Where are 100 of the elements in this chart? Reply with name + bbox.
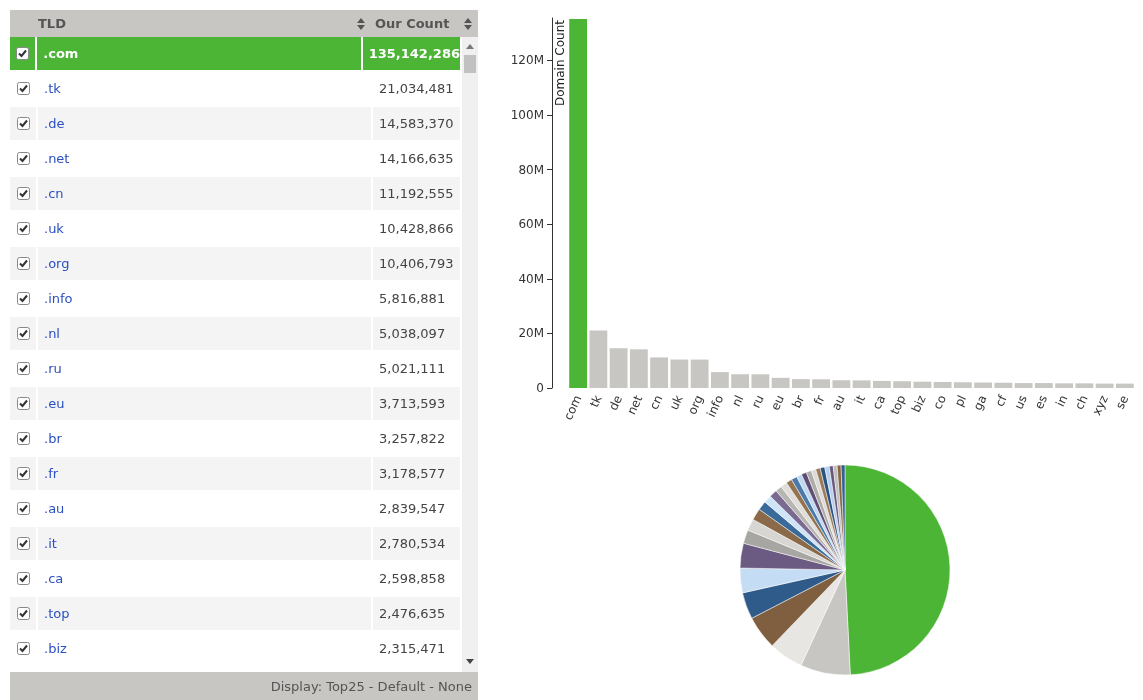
x-tick-label: biz bbox=[908, 393, 929, 415]
text: 5,038,097 bbox=[379, 326, 446, 341]
x-tick-label: cn bbox=[646, 393, 666, 412]
text: 2,476,635 bbox=[379, 606, 446, 621]
x-tick-label: nl bbox=[729, 393, 747, 409]
x-tick-label: co bbox=[930, 393, 949, 412]
x-tick-label: tk bbox=[587, 392, 605, 410]
x-tick-label: ru bbox=[748, 393, 767, 411]
bar bbox=[751, 374, 770, 388]
y-tick-label: 100M bbox=[510, 107, 544, 122]
category-label: .nl bbox=[36, 317, 373, 350]
text: Our Count bbox=[374, 16, 450, 31]
x-tick-label: se bbox=[1112, 393, 1132, 412]
bar bbox=[731, 374, 750, 388]
bar bbox=[589, 330, 608, 388]
bar bbox=[933, 381, 952, 388]
x-tick-label: es bbox=[1031, 393, 1051, 412]
x-tick-label: top bbox=[887, 393, 909, 417]
bar bbox=[953, 382, 972, 388]
y-tick-label: 80M bbox=[518, 162, 544, 177]
x-tick-label: info bbox=[704, 393, 727, 420]
category-label: .top bbox=[36, 597, 373, 630]
text: 2,315,471 bbox=[379, 641, 446, 656]
text: 5,021,111 bbox=[379, 361, 446, 376]
bar bbox=[1075, 383, 1094, 388]
x-tick-label: it bbox=[851, 392, 869, 407]
category-label: .com bbox=[35, 37, 363, 70]
text: 10,428,866 bbox=[379, 221, 454, 236]
text: 21,034,481 bbox=[379, 81, 454, 96]
text: 3,713,593 bbox=[379, 396, 446, 411]
x-tick-label: uk bbox=[666, 392, 686, 413]
text: 10,406,793 bbox=[379, 256, 454, 271]
text: 14,583,370 bbox=[379, 116, 454, 131]
text: 5,816,881 bbox=[379, 291, 446, 306]
bar bbox=[893, 381, 912, 388]
bar bbox=[812, 379, 831, 388]
bar bbox=[1014, 383, 1033, 388]
x-tick-label: ga bbox=[970, 393, 990, 413]
bar bbox=[771, 377, 790, 388]
category-label: .fr bbox=[36, 457, 373, 490]
text: 3,178,577 bbox=[379, 466, 446, 481]
bar bbox=[569, 18, 588, 388]
x-tick-label: xyz bbox=[1089, 393, 1111, 418]
y-tick-label: 120M bbox=[510, 53, 544, 68]
x-tick-label: us bbox=[1011, 393, 1030, 412]
text: 14,166,635 bbox=[379, 151, 454, 166]
bar bbox=[1115, 383, 1134, 388]
bar bbox=[872, 380, 891, 388]
text: 2,839,547 bbox=[379, 501, 446, 516]
text: 135,142,286 bbox=[368, 46, 460, 61]
x-tick-label: cf bbox=[992, 392, 1011, 409]
bar bbox=[1095, 383, 1114, 388]
x-tick-label: in bbox=[1053, 393, 1071, 409]
category-label: .cn bbox=[36, 177, 373, 210]
text: 11,192,555 bbox=[379, 186, 454, 201]
bar bbox=[852, 380, 871, 388]
x-tick-label: net bbox=[624, 392, 646, 417]
text: Display: Top25 - Default - None bbox=[270, 678, 472, 694]
text: 3,257,822 bbox=[379, 431, 446, 446]
x-tick-label: org bbox=[684, 393, 706, 417]
category-label: .biz bbox=[36, 632, 373, 665]
x-tick-label: eu bbox=[767, 393, 787, 413]
y-tick-label: 20M bbox=[518, 326, 544, 341]
y-tick-label: 40M bbox=[518, 271, 544, 286]
category-label: .br bbox=[36, 422, 373, 455]
x-tick-label: ch bbox=[1072, 393, 1091, 412]
x-tick-label: com bbox=[560, 393, 585, 423]
x-tick-label: pl bbox=[951, 393, 970, 409]
text: 2,598,858 bbox=[379, 571, 446, 586]
x-tick-label: ca bbox=[869, 393, 889, 412]
bar bbox=[974, 382, 993, 388]
y-tick-label: 0 bbox=[536, 381, 544, 395]
bar bbox=[994, 382, 1013, 388]
text: 2,780,534 bbox=[379, 536, 446, 551]
bar bbox=[629, 349, 648, 388]
y-tick-label: 60M bbox=[518, 217, 544, 232]
x-tick-label: de bbox=[605, 393, 625, 413]
bar bbox=[650, 357, 669, 388]
category-label: .uk bbox=[36, 212, 373, 245]
bar bbox=[670, 359, 689, 388]
category-label: .de bbox=[36, 107, 373, 140]
category-label: .ca bbox=[36, 562, 373, 595]
bar bbox=[791, 379, 810, 388]
x-tick-label: au bbox=[828, 393, 848, 413]
category-label: .tk bbox=[36, 72, 373, 105]
category-label: .org bbox=[36, 247, 373, 280]
category-label: .au bbox=[36, 492, 373, 525]
y-axis-title: Domain Count bbox=[553, 19, 567, 107]
text: TLD bbox=[38, 16, 66, 31]
bar bbox=[609, 348, 628, 388]
x-tick-label: br bbox=[789, 392, 808, 411]
bar bbox=[832, 380, 851, 388]
category-label: .eu bbox=[36, 387, 373, 420]
bar bbox=[710, 372, 729, 388]
bar bbox=[690, 359, 709, 388]
category-label: .net bbox=[36, 142, 373, 175]
x-tick-label: fr bbox=[810, 392, 828, 408]
category-label: .info bbox=[36, 282, 373, 315]
category-label: .ru bbox=[36, 352, 373, 385]
bar bbox=[1034, 383, 1053, 388]
